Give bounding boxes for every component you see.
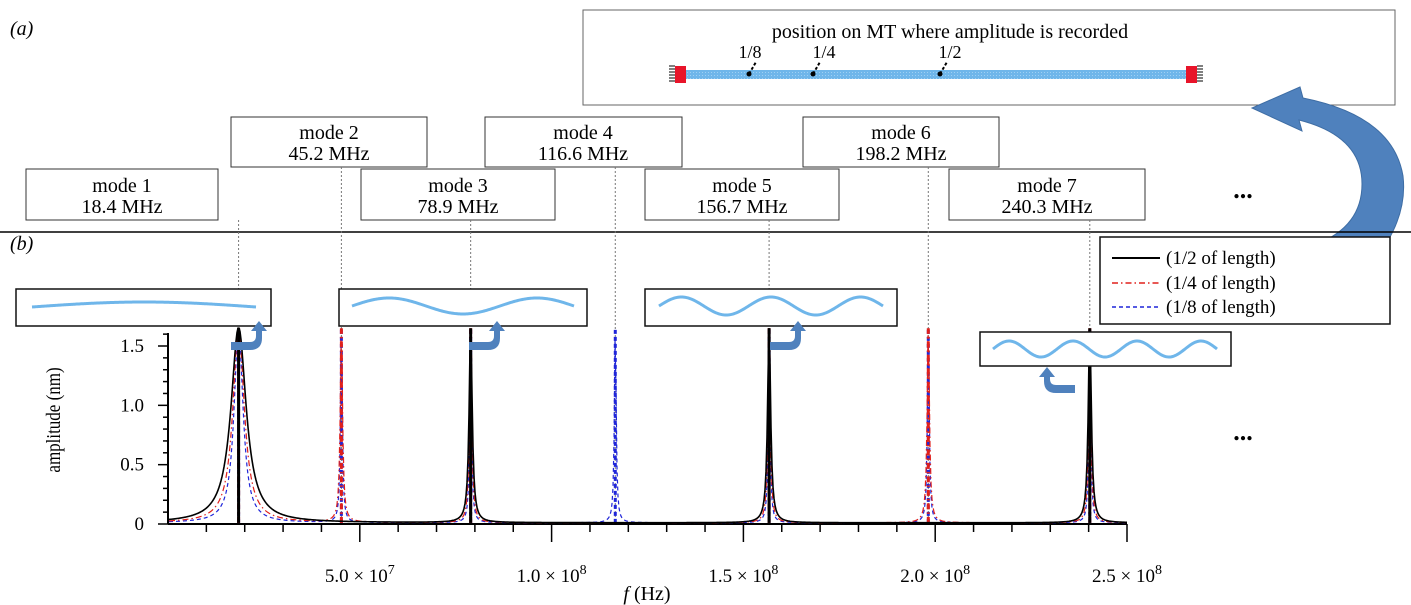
y-tick-label: 1.0 — [120, 395, 144, 416]
legend-label-eighth: (1/8 of length) — [1166, 297, 1276, 318]
mode-name: mode 3 — [428, 175, 487, 197]
panel-a-label: (a) — [10, 18, 34, 40]
mode-frequency: 18.4 MHz — [81, 196, 162, 218]
mode-shape-insets — [15, 288, 1232, 393]
marker-eighth-dot — [746, 71, 752, 77]
mode-frequency: 156.7 MHz — [696, 196, 787, 218]
bent-arrow-icon — [770, 321, 806, 350]
mode-name: mode 4 — [553, 122, 612, 144]
mode-box-2: mode 2 45.2 MHz — [230, 116, 428, 168]
bent-arrow-icon — [469, 321, 505, 350]
chart-legend: (1/2 of length) (1/4 of length) (1/8 of … — [1099, 236, 1391, 325]
position-markers: 1/8 1/4 1/2 — [738, 42, 962, 77]
mode-name: mode 2 — [299, 122, 358, 144]
mode-shape-wave-7 — [992, 339, 1218, 359]
bent-arrow-icon — [1039, 367, 1075, 393]
mode-frequency: 198.2 MHz — [855, 143, 946, 165]
curved-arrow-icon — [1250, 86, 1405, 245]
chart-series — [168, 326, 1128, 524]
right-clamp-hatch — [1197, 65, 1203, 82]
legend-label-half: (1/2 of length) — [1166, 248, 1276, 269]
modes-ellipsis: ... — [1233, 175, 1253, 204]
panel-b-label: (b) — [10, 233, 34, 255]
mode-shape-wave-1 — [31, 300, 257, 309]
mode-shape-frame-5 — [644, 288, 898, 327]
mode-box-1: mode 1 18.4 MHz — [25, 168, 219, 221]
y-tick-label: 0 — [135, 514, 145, 535]
mode-boxes: mode 1 18.4 MHz mode 2 45.2 MHz mode 3 7… — [25, 116, 1146, 221]
x-axis-title: f (Hz) — [623, 583, 670, 605]
mode-frequency: 116.6 MHz — [538, 143, 628, 165]
y-tick-label: 0.5 — [120, 455, 144, 476]
marker-half-label: 1/2 — [938, 42, 961, 62]
position-inset-frame — [582, 9, 1396, 106]
marker-quarter-dot — [810, 71, 816, 77]
mode-shape-frame-7 — [979, 331, 1232, 367]
bent-arrow-icon — [231, 321, 267, 350]
mode-guide-lines — [238, 167, 1091, 524]
mode-name: mode 6 — [871, 122, 930, 144]
mode-box-4: mode 4 116.6 MHz — [484, 116, 683, 168]
marker-half-dot — [937, 71, 943, 77]
chart-axes: 0 0.5 1.0 1.5 5.0 × 107 1.0 × 108 1.5 × 108 2.0… — [43, 333, 1162, 605]
y-axis-title: amplitude (nm) — [43, 367, 66, 472]
marker-quarter-label: 1/4 — [812, 42, 835, 62]
mode-name: mode 7 — [1017, 175, 1076, 197]
x-tick-label: 2.0 × 108 — [900, 563, 970, 587]
mode-box-7: mode 7 240.3 MHz — [948, 168, 1146, 221]
mode-shape-wave-5 — [658, 295, 884, 317]
microtubule-bar — [684, 70, 1187, 79]
position-inset-title: position on MT where amplitude is record… — [772, 21, 1128, 43]
x-tick-label: 5.0 × 107 — [325, 563, 395, 587]
marker-eighth-label: 1/8 — [738, 42, 761, 62]
mode-frequency: 45.2 MHz — [288, 143, 369, 165]
chart-ellipsis: ... — [1233, 417, 1253, 446]
x-tick-label: 2.5 × 108 — [1092, 563, 1162, 587]
mode-shape-frame-3 — [338, 288, 588, 327]
x-tick-label: 1.0 × 108 — [517, 563, 587, 587]
mode-shape-wave-3 — [351, 296, 575, 316]
mode-frequency: 240.3 MHz — [1001, 196, 1092, 218]
mode-shape-frame-1 — [15, 288, 272, 327]
mode-box-5: mode 5 156.7 MHz — [644, 168, 840, 221]
left-clamp — [675, 66, 686, 83]
right-clamp — [1186, 66, 1197, 83]
mode-frequency: 78.9 MHz — [417, 196, 498, 218]
y-tick-label: 1.5 — [120, 336, 144, 357]
series-line — [168, 327, 1128, 524]
mode-box-6: mode 6 198.2 MHz — [802, 116, 1000, 168]
legend-frame — [1099, 236, 1391, 325]
left-clamp-hatch — [669, 65, 675, 82]
legend-label-quarter: (1/4 of length) — [1166, 273, 1276, 294]
x-tick-label: 1.5 × 108 — [708, 563, 778, 587]
position-inset: position on MT where amplitude is record… — [582, 9, 1396, 106]
mode-name: mode 1 — [92, 175, 151, 197]
mode-name: mode 5 — [712, 175, 771, 197]
mode-box-3: mode 3 78.9 MHz — [360, 168, 556, 221]
